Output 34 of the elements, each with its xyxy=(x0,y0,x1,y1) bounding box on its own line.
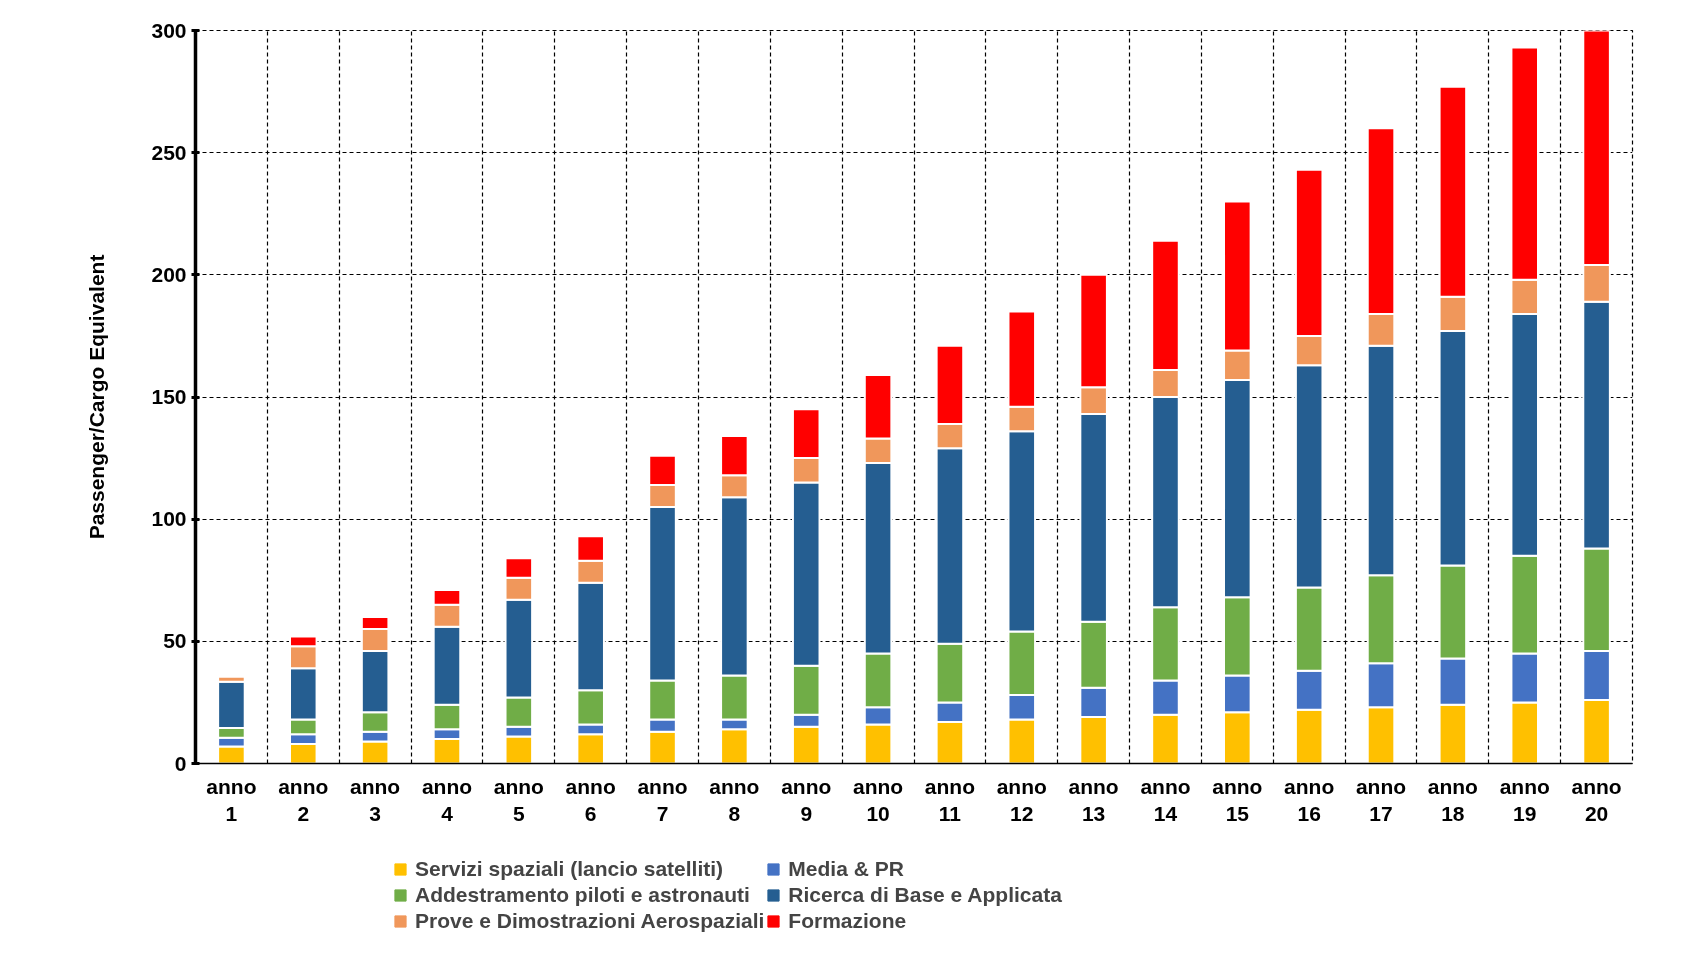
legend-label: Addestramento piloti e astronauti xyxy=(415,883,750,907)
x-tick-label: anno 9 xyxy=(781,774,832,826)
x-tick-label: anno 2 xyxy=(278,774,329,826)
y-tick-label: 150 xyxy=(151,385,187,408)
x-tick-label: anno 16 xyxy=(1284,774,1335,826)
x-tick-label: anno 11 xyxy=(924,774,976,826)
y-tick-label: 0 xyxy=(174,751,187,775)
x-tick-label: anno 15 xyxy=(1212,774,1263,826)
y-tick-label: 250 xyxy=(151,140,187,164)
x-tick-label: anno 8 xyxy=(709,774,760,826)
x-tick-label: anno 14 xyxy=(1140,774,1191,826)
x-tick-label: anno 10 xyxy=(852,774,904,826)
x-tick-label: anno 19 xyxy=(1499,774,1550,826)
legend-label: Media & PR xyxy=(788,857,904,881)
x-tick-label: anno 18 xyxy=(1427,774,1478,826)
x-tick-label: anno 20 xyxy=(1571,774,1622,826)
x-tick-label: anno 1 xyxy=(206,774,257,826)
x-tick-label: anno 4 xyxy=(421,774,473,826)
x-tick-label: anno 12 xyxy=(996,774,1047,826)
legend-label: Servizi spaziali (lancio satelliti) xyxy=(415,857,724,881)
y-axis-title: Passenger/Cargo Equivalent xyxy=(85,254,109,540)
x-tick-label: anno 17 xyxy=(1355,774,1407,826)
legend-label: Prove e Dimostrazioni Aerospaziali xyxy=(415,909,765,933)
x-tick-label: anno 6 xyxy=(565,774,616,826)
y-tick-label: 200 xyxy=(151,262,187,286)
legend-label: Formazione xyxy=(788,909,907,933)
x-tick-label: anno 5 xyxy=(493,774,544,826)
y-tick-label: 100 xyxy=(151,507,187,531)
y-tick-label: 50 xyxy=(163,629,187,653)
x-tick-label: anno 3 xyxy=(350,774,401,826)
x-tick-label: anno 7 xyxy=(637,774,688,826)
y-tick-label: 300 xyxy=(151,18,187,42)
x-tick-label: anno 13 xyxy=(1068,774,1119,826)
legend-label: Ricerca di Base e Applicata xyxy=(788,883,1062,907)
